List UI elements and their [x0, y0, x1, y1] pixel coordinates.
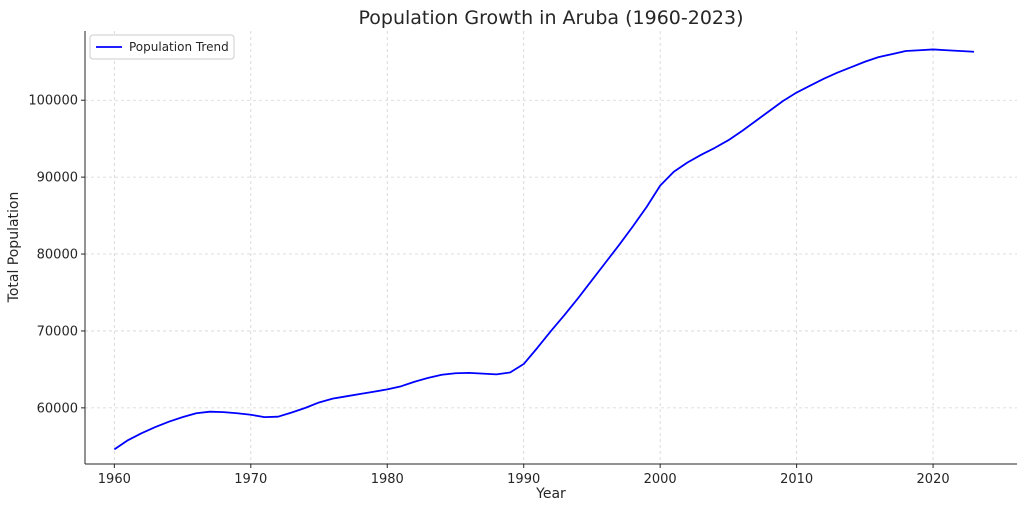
- x-tick-label: 1980: [371, 472, 404, 487]
- x-tick-label: 1990: [507, 472, 540, 487]
- legend-label: Population Trend: [129, 40, 229, 54]
- x-tick-label: 2010: [780, 472, 813, 487]
- y-tick-label: 60000: [37, 401, 78, 416]
- x-tick-label: 2020: [917, 472, 950, 487]
- grid: [85, 31, 1017, 464]
- y-axis-label: Total Population: [6, 192, 22, 304]
- x-tick-label: 1960: [98, 472, 131, 487]
- series: [113, 48, 975, 451]
- legend: Population Trend: [89, 34, 235, 60]
- axes: 1960 1970 1980 1990 2000 2010 2020 60000 70000 80…: [28, 31, 1017, 487]
- y-tick-label: 90000: [37, 171, 78, 186]
- x-tick-label: 2000: [644, 472, 677, 487]
- y-tick-label: 100000: [28, 94, 78, 109]
- chart-title: Population Growth in Aruba (1960-2023): [358, 7, 743, 29]
- y-tick-label: 80000: [37, 248, 78, 263]
- x-tick-label: 1970: [234, 472, 267, 487]
- x-axis-label: Year: [535, 486, 566, 502]
- legend-box: [89, 34, 235, 60]
- y-tick-label: 70000: [37, 324, 78, 339]
- series-line: [113, 48, 975, 451]
